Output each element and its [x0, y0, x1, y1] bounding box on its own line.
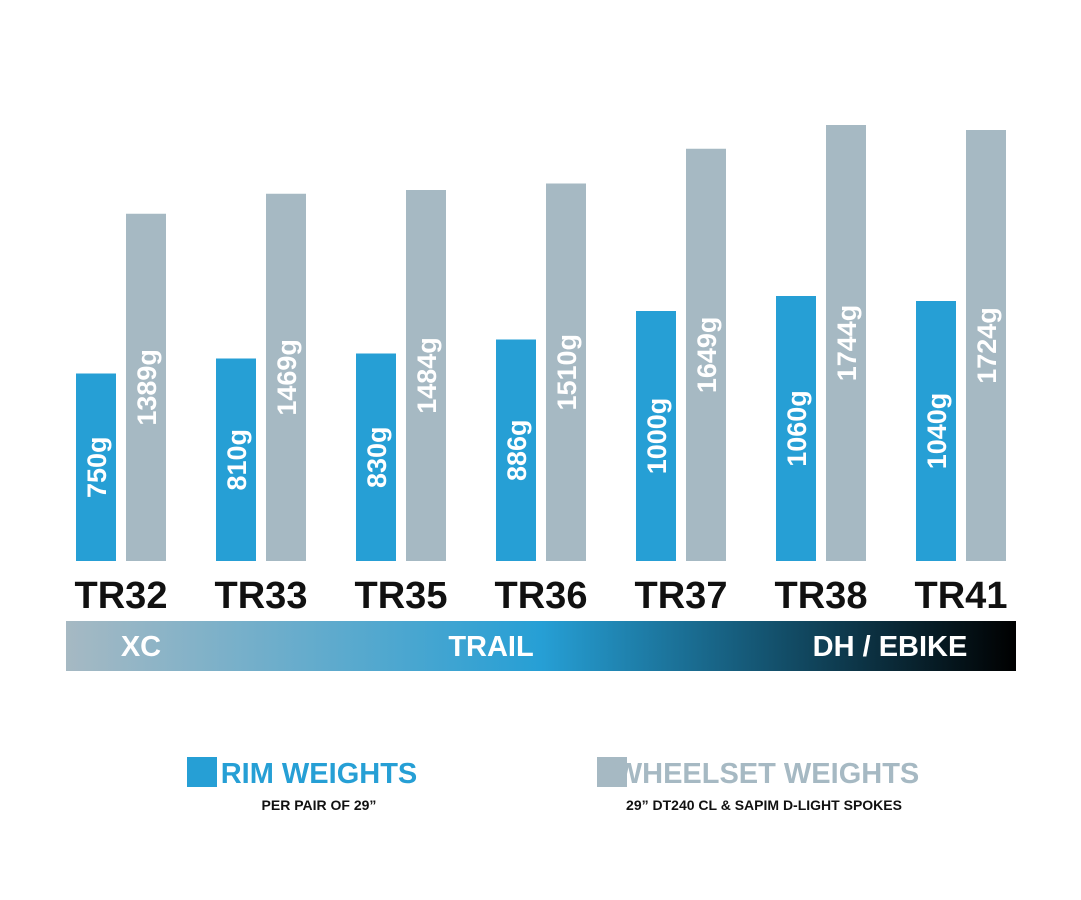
range-label-dh-ebike: DH / EBIKE: [813, 631, 968, 663]
range-label-trail: TRAIL: [448, 631, 533, 663]
value-label-rim-tr33: 810g: [222, 429, 252, 491]
category-label-tr41: TR41: [915, 575, 1008, 617]
category-label-tr38: TR38: [775, 575, 868, 617]
legend-item-rim: RIM WEIGHTS PER PAIR OF 29”: [187, 757, 417, 813]
bar-rim-tr37: [636, 311, 676, 561]
legend-subtitle-wheelset: 29” DT240 CL & SAPIM D-LIGHT SPOKES: [626, 797, 902, 813]
legend-swatch-rim: [187, 757, 217, 787]
bar-rim-tr38: [776, 296, 816, 561]
value-label-wheelset-tr41: 1724g: [972, 307, 1002, 384]
value-label-rim-tr38: 1060g: [782, 390, 812, 467]
value-label-wheelset-tr35: 1484g: [412, 337, 442, 414]
bar-rim-tr36: [496, 339, 536, 561]
bar-group-tr38: 1060g 1744g: [776, 125, 866, 561]
bar-wheelset-tr35: [406, 190, 446, 561]
bar-group-tr33: 810g 1469g: [216, 193, 306, 561]
legend-subtitle-rim: PER PAIR OF 29”: [262, 797, 377, 813]
value-label-wheelset-tr32: 1389g: [132, 349, 162, 426]
riding-style-band: XC TRAIL DH / EBIKE: [66, 621, 1016, 671]
bar-wheelset-tr41: [966, 130, 1006, 561]
value-label-rim-tr41: 1040g: [922, 393, 952, 470]
bar-rim-tr35: [356, 353, 396, 561]
value-label-wheelset-tr36: 1510g: [552, 334, 582, 411]
bar-group-tr41: 1040g 1724g: [916, 130, 1006, 561]
bar-group-tr32: 750g 1389g: [76, 213, 166, 561]
value-label-rim-tr37: 1000g: [642, 398, 672, 475]
bar-rim-tr33: [216, 358, 256, 561]
range-label-xc: XC: [121, 631, 161, 663]
bar-rim-tr32: [76, 373, 116, 561]
value-label-rim-tr35: 830g: [362, 426, 392, 488]
category-label-tr32: TR32: [75, 575, 168, 617]
value-label-rim-tr32: 750g: [82, 436, 112, 498]
category-label-tr37: TR37: [635, 575, 728, 617]
value-label-wheelset-tr38: 1744g: [832, 305, 862, 382]
bar-wheelset-tr36: [546, 183, 586, 561]
bar-group-tr35: 830g 1484g: [356, 190, 446, 561]
bar-wheelset-tr33: [266, 193, 306, 561]
category-label-tr33: TR33: [215, 575, 308, 617]
bar-wheelset-tr32: [126, 213, 166, 561]
category-labels: TR32 TR33 TR35 TR36 TR37 TR38 TR41: [75, 575, 1008, 617]
category-label-tr35: TR35: [355, 575, 448, 617]
bar-wheelset-tr38: [826, 125, 866, 561]
value-label-wheelset-tr37: 1649g: [692, 317, 722, 394]
bar-rim-tr41: [916, 301, 956, 561]
legend-swatch-wheelset: [597, 757, 627, 787]
bar-group-tr36: 886g 1510g: [496, 183, 586, 561]
bar-group-tr37: 1000g 1649g: [636, 148, 726, 561]
value-label-rim-tr36: 886g: [502, 419, 532, 481]
legend: RIM WEIGHTS PER PAIR OF 29” WHEELSET WEI…: [187, 757, 919, 813]
riding-style-gradient-bar: [66, 621, 1016, 671]
bars-layer: 750g 1389g 810g 1469g 830g 1484g 886g 1510g 1000…: [76, 125, 1006, 561]
category-label-tr36: TR36: [495, 575, 588, 617]
legend-title-wheelset: WHEELSET WEIGHTS: [615, 758, 920, 790]
bar-wheelset-tr37: [686, 148, 726, 561]
value-label-wheelset-tr33: 1469g: [272, 339, 302, 416]
legend-title-rim: RIM WEIGHTS: [221, 758, 418, 790]
legend-item-wheelset: WHEELSET WEIGHTS 29” DT240 CL & SAPIM D-…: [597, 757, 919, 813]
